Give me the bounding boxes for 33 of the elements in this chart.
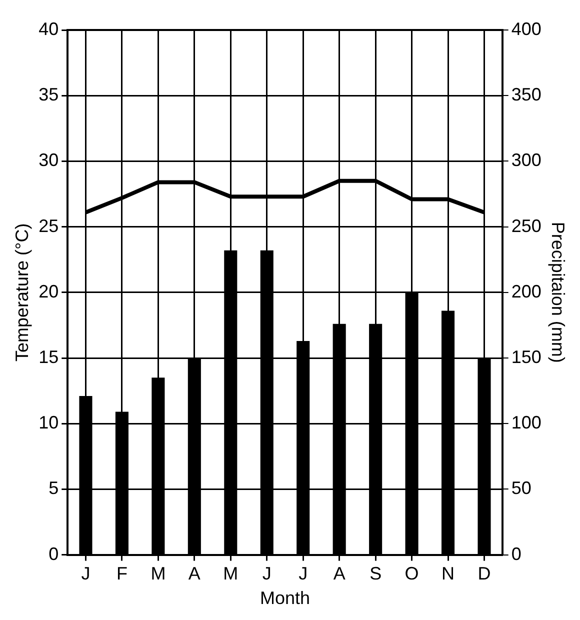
- y2-tick-label: 300: [511, 150, 542, 170]
- y2-tick-label: 0: [511, 544, 522, 564]
- y-tick-label: 40: [38, 18, 59, 39]
- y2-tick-label: 50: [511, 478, 532, 498]
- y-tick-label: 5: [48, 478, 59, 498]
- y-axis-title: Temperature (°C): [12, 223, 32, 362]
- x-tick-label: J: [262, 564, 272, 584]
- x-tick-label: S: [370, 564, 382, 584]
- y-tick-label: 15: [38, 346, 59, 367]
- x-tick-label: A: [188, 564, 200, 584]
- x-tick-label: O: [404, 564, 419, 584]
- y2-tick-label: 200: [511, 281, 542, 302]
- x-tick-label: D: [478, 564, 491, 584]
- y-tick-label: 20: [38, 281, 59, 302]
- y2-tick-label: 350: [511, 84, 542, 105]
- y-tick-label: 30: [38, 150, 59, 170]
- y-tick-label: 0: [48, 544, 59, 564]
- x-tick-label: M: [223, 564, 238, 584]
- y-tick-label: 10: [38, 412, 59, 433]
- y2-tick-label: 250: [511, 216, 542, 236]
- x-tick-label: M: [150, 564, 166, 584]
- x-tick-label: N: [442, 564, 455, 584]
- y-tick-label: 35: [38, 84, 59, 105]
- x-tick-label: A: [333, 564, 346, 584]
- x-tick-label: J: [81, 564, 90, 584]
- y-tick-label: 25: [38, 216, 59, 236]
- x-axis-title: Month: [260, 588, 310, 608]
- x-tick-label: J: [298, 564, 308, 584]
- y2-tick-label: 150: [511, 346, 542, 367]
- y2-axis-title: Precipitaion (mm): [548, 222, 568, 363]
- y2-tick-label: 400: [511, 18, 542, 39]
- x-tick-label: F: [116, 564, 128, 584]
- y2-tick-label: 100: [511, 412, 542, 433]
